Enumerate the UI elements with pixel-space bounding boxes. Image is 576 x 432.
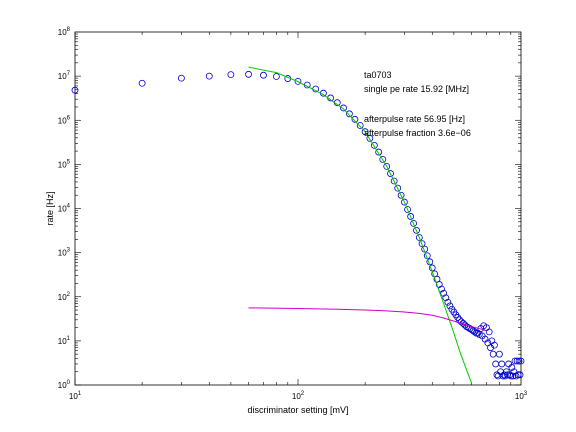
y-tick-label: 105 — [58, 159, 71, 169]
data-point — [375, 148, 383, 156]
data-point — [516, 371, 524, 379]
data-point — [444, 298, 452, 306]
data-point — [245, 70, 252, 78]
data-point — [454, 314, 462, 321]
y-tick-label: 103 — [58, 248, 71, 258]
annotations: ta0703 single pe rate 15.92 [MHz] afterp… — [364, 70, 471, 138]
data-point — [513, 357, 521, 365]
data-point — [407, 213, 415, 220]
x-tick-label: 103 — [515, 391, 528, 401]
data-point — [415, 234, 423, 241]
data-point — [492, 360, 500, 368]
data-point — [71, 86, 79, 94]
y-axis-label: rate [Hz] — [45, 191, 55, 225]
data-point — [345, 110, 353, 118]
data-point — [272, 73, 280, 80]
data-point — [370, 141, 378, 149]
data-point — [387, 170, 394, 177]
data-point — [397, 191, 405, 199]
data-point — [463, 323, 470, 331]
data-point — [515, 357, 523, 365]
data-point — [294, 77, 302, 85]
data-point — [361, 128, 369, 136]
data-point — [440, 289, 448, 297]
data-point — [514, 371, 522, 379]
x-tick-label: 101 — [69, 391, 82, 401]
data-point — [485, 328, 493, 336]
data-point — [379, 155, 387, 163]
x-tick-label: 102 — [292, 391, 305, 401]
data-point — [499, 372, 507, 380]
data-point — [390, 177, 398, 185]
y-tick-label: 100 — [58, 380, 71, 390]
data-point — [508, 364, 516, 371]
data-point — [512, 372, 520, 380]
data-point — [366, 134, 374, 142]
data-point — [446, 302, 454, 310]
data-point — [413, 226, 420, 234]
data-point — [356, 122, 364, 129]
data-point — [205, 72, 213, 80]
data-point — [138, 79, 146, 87]
annotation-afterpulse-rate: afterpulse rate 56.95 [Hz] — [364, 114, 465, 124]
x-axis-label: discriminator setting [mV] — [247, 405, 348, 415]
y-tick-label: 107 — [58, 71, 71, 81]
data-point — [442, 294, 450, 302]
data-point — [435, 281, 443, 288]
data-point — [260, 71, 267, 79]
data-point — [418, 240, 426, 248]
axis-ticks — [74, 32, 521, 386]
data-point — [227, 71, 235, 79]
data-point — [517, 357, 525, 365]
y-tick-label: 106 — [58, 115, 71, 125]
annotation-single-pe-rate: single pe rate 15.92 [MHz] — [364, 84, 469, 94]
data-point — [505, 360, 513, 368]
y-tick-label: 104 — [58, 204, 71, 214]
data-point — [491, 341, 498, 349]
data-point — [177, 74, 185, 82]
data-point — [400, 198, 408, 206]
data-point — [504, 371, 511, 379]
annotation-run-id: ta0703 — [364, 70, 392, 80]
data-point — [464, 324, 472, 331]
data-point — [410, 219, 418, 227]
data-point — [394, 184, 402, 192]
series-line-2 — [248, 307, 487, 332]
series-marks — [71, 66, 525, 384]
data-point — [495, 350, 503, 358]
data-point — [404, 206, 411, 213]
y-tick-label: 101 — [58, 336, 71, 346]
data-point — [489, 350, 497, 358]
series-line-1 — [248, 66, 472, 384]
data-point — [507, 372, 515, 380]
data-point — [351, 115, 359, 123]
annotation-afterpulse-fraction: afterpulse fraction 3.6e−06 — [364, 128, 471, 138]
data-point — [509, 372, 517, 380]
data-point — [383, 162, 391, 170]
y-tick-label: 108 — [58, 27, 71, 37]
y-tick-label: 102 — [58, 292, 71, 302]
data-point — [340, 104, 347, 112]
data-point — [498, 360, 506, 368]
